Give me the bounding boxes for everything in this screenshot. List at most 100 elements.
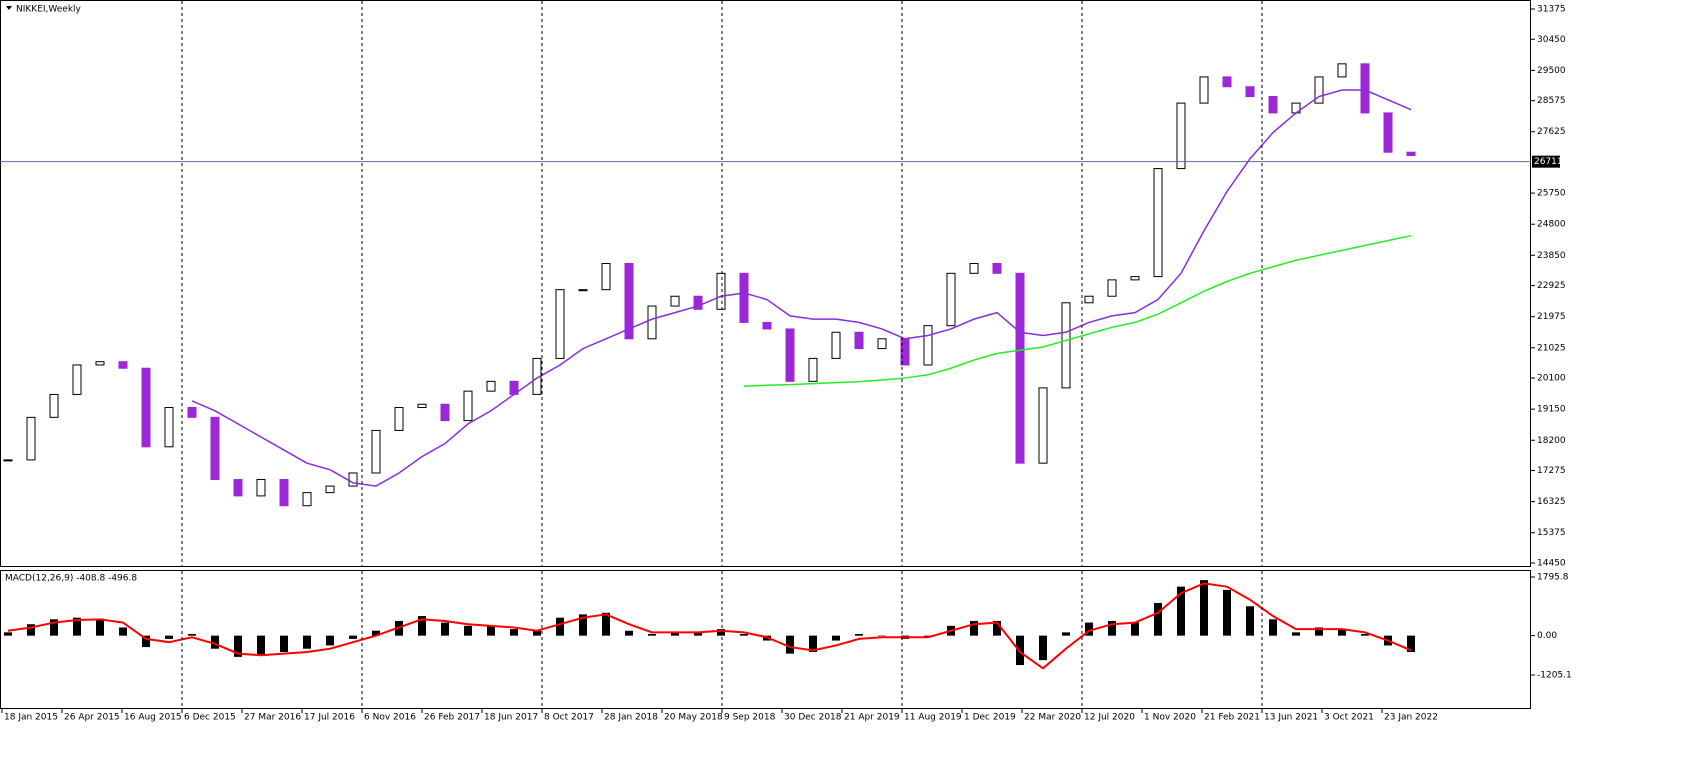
candle: [946, 272, 956, 327]
histogram-bar: [441, 622, 449, 636]
candle: [1360, 63, 1370, 114]
candle: [348, 472, 358, 487]
candle: [716, 272, 726, 310]
histogram-bar: [211, 635, 219, 649]
candle: [256, 479, 266, 497]
histogram-bar: [579, 614, 587, 636]
chart-title: NIKKEI,Weekly: [16, 5, 82, 15]
histogram-bar: [1039, 635, 1047, 661]
histogram-bar: [786, 635, 794, 654]
x-tick-label: 8 Oct 2017: [544, 713, 594, 723]
candle: [647, 305, 657, 340]
x-tick-label: 17 Jul 2016: [304, 713, 355, 723]
y-tick-label: 30450: [1537, 35, 1566, 45]
candle: [1130, 276, 1140, 281]
histogram-bar: [1154, 602, 1162, 636]
y-tick-label: 0.00: [1537, 631, 1557, 641]
candle: [302, 492, 312, 507]
y-tick-label: 14450: [1537, 559, 1566, 569]
candle: [624, 262, 634, 340]
histogram-bar: [809, 635, 817, 652]
candle: [739, 272, 749, 323]
histogram-bar: [556, 617, 564, 636]
y-tick-label: 21975: [1537, 312, 1566, 322]
candle: [1406, 151, 1416, 156]
candle: [1084, 295, 1094, 304]
last-price-box: [1532, 155, 1560, 168]
candle: [992, 262, 1002, 274]
x-tick-label: 26 Feb 2017: [424, 713, 480, 723]
y-tick-label: -1205.1: [1537, 671, 1572, 681]
candle: [969, 262, 979, 274]
histogram-bar: [27, 624, 35, 636]
candle: [118, 361, 128, 369]
candle: [3, 459, 13, 462]
x-tick-label: 22 Mar 2020: [1024, 713, 1081, 723]
candle: [486, 380, 496, 392]
candle: [371, 429, 381, 474]
histogram-bar: [1315, 627, 1323, 636]
histogram-bar: [970, 620, 978, 636]
candle: [164, 407, 174, 448]
x-tick-label: 21 Apr 2019: [844, 713, 900, 723]
histogram-bar: [1246, 606, 1254, 636]
histogram-bar: [1016, 635, 1024, 666]
histogram-bar: [993, 620, 1001, 636]
histogram-bar: [533, 630, 541, 636]
x-tick-label: 11 Aug 2019: [904, 713, 962, 723]
histogram-bar: [165, 635, 173, 639]
candle: [72, 364, 82, 395]
histogram-bar: [1269, 619, 1277, 636]
histogram-bar: [1292, 632, 1300, 636]
x-tick-label: 9 Sep 2018: [724, 713, 776, 723]
candle: [1314, 76, 1324, 104]
candle: [785, 328, 795, 382]
candle: [923, 325, 933, 366]
y-tick-label: 20100: [1537, 374, 1566, 384]
indicator-title: MACD(12,26,9) -408.8 -496.8: [5, 574, 137, 584]
candle: [49, 393, 59, 418]
y-tick-label: 31375: [1537, 5, 1566, 15]
histogram-bar: [625, 630, 633, 636]
moving-average: [743, 234, 1412, 387]
histogram-bar: [464, 625, 472, 636]
histogram-bar: [487, 625, 495, 636]
candle: [1268, 96, 1278, 114]
price-panel: [0, 0, 1531, 567]
candle: [95, 361, 105, 366]
x-tick-label: 26 Apr 2015: [64, 713, 120, 723]
histogram-bar: [1338, 629, 1346, 636]
y-tick-label: 29500: [1537, 66, 1566, 76]
candle: [555, 289, 565, 359]
candle: [670, 295, 680, 307]
candle: [1153, 168, 1163, 278]
histogram-bar: [671, 632, 679, 636]
x-tick-label: 23 Jan 2022: [1384, 713, 1438, 723]
x-tick-label: 6 Nov 2016: [364, 713, 416, 723]
candle: [440, 403, 450, 422]
candle: [808, 357, 818, 382]
histogram-bar: [510, 629, 518, 636]
histogram-bar: [1223, 589, 1231, 636]
x-tick-label: 3 Oct 2021: [1324, 713, 1374, 723]
y-tick-label: 18200: [1537, 436, 1566, 446]
candle: [279, 479, 289, 507]
y-tick-label: 19150: [1537, 405, 1566, 415]
candle: [141, 367, 151, 448]
candle: [762, 321, 772, 330]
candle: [1061, 302, 1071, 389]
histogram-bar: [119, 627, 127, 636]
histogram-bar: [855, 634, 863, 636]
y-tick-label: 23850: [1537, 251, 1566, 261]
y-tick-label: 25750: [1537, 189, 1566, 199]
x-tick-label: 13 Jun 2021: [1264, 713, 1318, 723]
candle: [1199, 76, 1209, 104]
candle: [1176, 102, 1186, 170]
histogram-bar: [50, 619, 58, 636]
histogram-bar: [832, 635, 840, 641]
histogram-bar: [188, 634, 196, 636]
x-tick-label: 6 Dec 2015: [184, 713, 236, 723]
histogram-bar: [1177, 586, 1185, 636]
histogram-bar: [1361, 634, 1369, 636]
